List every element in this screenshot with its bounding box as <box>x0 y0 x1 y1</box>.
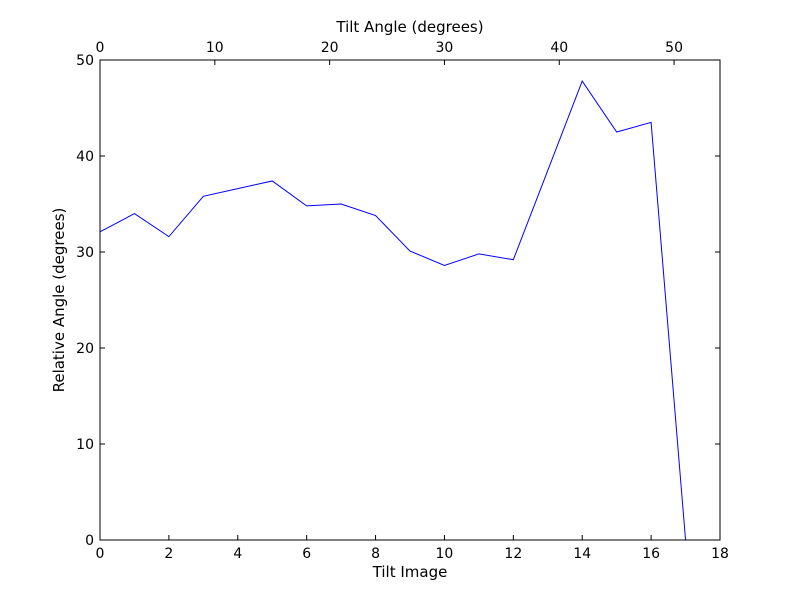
x-tick-label: 0 <box>96 546 105 562</box>
plot-frame <box>99 59 721 541</box>
y-tick-label: 20 <box>76 341 94 357</box>
x-tick-label: 18 <box>711 546 729 562</box>
x-tick-label: 16 <box>642 546 660 562</box>
y-axis-label: Relative Angle (degrees) <box>50 208 68 393</box>
y-tick-label: 10 <box>76 437 94 453</box>
x2-axis-label: Tilt Angle (degrees) <box>335 18 483 36</box>
x-tick-label: 2 <box>164 546 173 562</box>
y-tick-label: 50 <box>76 53 94 69</box>
x-tick-label: 14 <box>573 546 591 562</box>
y-tick-label: 40 <box>76 149 94 165</box>
x-tick-label: 12 <box>504 546 522 562</box>
x2-tick-label: 20 <box>321 40 339 56</box>
x-tick-label: 4 <box>233 546 242 562</box>
x2-tick-label: 10 <box>206 40 224 56</box>
x-axis-label: Tilt Image <box>372 563 448 581</box>
plot-area <box>100 60 720 540</box>
x2-tick-label: 40 <box>550 40 568 56</box>
y-tick-label: 0 <box>85 533 94 549</box>
series-line <box>99 80 687 541</box>
y-tick-label: 30 <box>76 245 94 261</box>
x2-tick-label: 50 <box>665 40 683 56</box>
x-tick-label: 10 <box>436 546 454 562</box>
x2-tick-label: 0 <box>96 40 105 56</box>
x-tick-label: 8 <box>371 546 380 562</box>
x-tick-label: 6 <box>302 546 311 562</box>
series-layer <box>99 80 687 541</box>
x2-tick-label: 30 <box>436 40 454 56</box>
